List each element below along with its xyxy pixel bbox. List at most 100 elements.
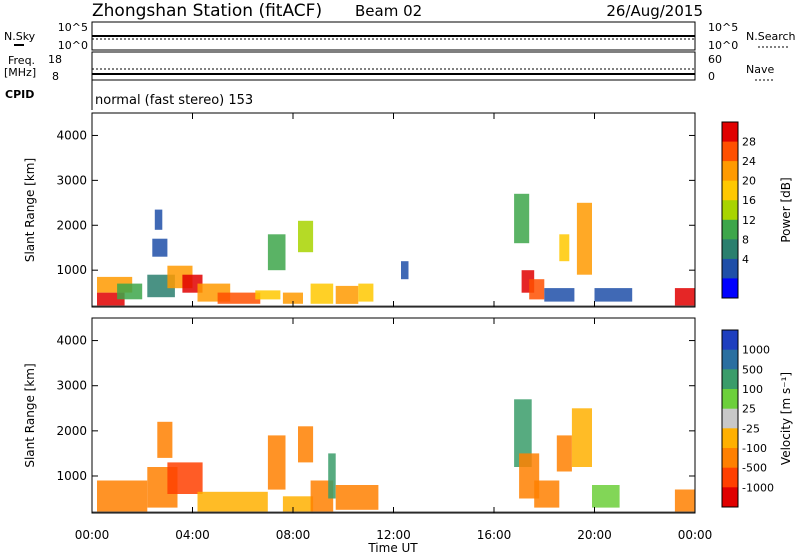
velocity-colorbar-segment: [722, 408, 738, 429]
x-tick-label: 04:00: [175, 528, 210, 542]
x-tick-label: 00:00: [75, 528, 110, 542]
power-echo-cell: [401, 261, 409, 280]
velocity-ytick-label: 2000: [56, 424, 87, 438]
power-colorbar-segment: [722, 200, 738, 221]
power-echo-cell: [217, 292, 261, 304]
power-echo-cell: [182, 274, 203, 293]
power-colorbar-tick: 20: [742, 175, 756, 188]
nsearch-tick-high: 10^5: [708, 21, 738, 34]
power-panel: 4000 3000 2000 1000 Slant Range [km] 28 24 20 16…: [23, 112, 793, 308]
velocity-echo-cell: [282, 496, 314, 513]
power-ytick-label: 4000: [56, 128, 87, 142]
freq-panel: [91, 51, 696, 81]
power-echo-cell: [117, 283, 143, 300]
velocity-echo-cell: [310, 480, 334, 513]
velocity-echo-cell: [571, 408, 592, 467]
velocity-colorbar-tick: -1000: [742, 481, 774, 494]
velocity-panel: 4000 3000 2000 1000 Slant Range [km] 00:00 04:…: [23, 317, 793, 542]
power-echo-cell: [514, 193, 530, 244]
power-colorbar-tick: 12: [742, 214, 756, 227]
velocity-colorbar-segment: [722, 448, 738, 469]
power-echo-cell: [282, 292, 303, 304]
velocity-colorbar-segment: [722, 428, 738, 449]
power-echo-cell: [559, 234, 570, 262]
power-ytick-label: 2000: [56, 218, 87, 232]
velocity-colorbar-tick: 100: [742, 383, 763, 396]
power-echo-cell: [594, 288, 633, 302]
power-colorbar-segment: [722, 258, 738, 279]
nsearch-label: N.Search: [746, 30, 796, 43]
x-axis-label: Time UT: [367, 541, 418, 554]
station-title: Zhongshan Station (fitACF): [92, 1, 322, 21]
velocity-echo-cell: [674, 489, 695, 513]
velocity-colorbar-segment: [722, 349, 738, 370]
velocity-echo-cell: [534, 480, 560, 508]
velocity-colorbar-segment: [722, 487, 738, 508]
velocity-colorbar-segment: [722, 369, 738, 390]
velocity-colorbar-segment: [722, 389, 738, 410]
freq-tick-low: 8: [52, 70, 59, 83]
velocity-echo-cell: [298, 426, 314, 463]
velocity-echo-cell: [519, 453, 540, 499]
nsky-tick-low: 10^0: [58, 39, 88, 52]
velocity-colorbar-tick: -100: [742, 442, 767, 455]
velocity-echo-cell: [556, 435, 572, 472]
freq-tick-high: 18: [48, 53, 62, 66]
power-ytick-label: 1000: [56, 263, 87, 277]
velocity-colorbar-segment: [722, 330, 738, 351]
nave-tick-low: 0: [708, 70, 715, 83]
velocity-ytick-label: 4000: [56, 334, 87, 348]
power-echo-cell: [358, 283, 374, 302]
x-tick-label: 16:00: [477, 528, 512, 542]
nave-label: Nave: [746, 63, 774, 76]
nsearch-tick-low: 10^0: [708, 39, 738, 52]
velocity-echo-cell: [97, 480, 148, 513]
power-echo-cell: [154, 209, 163, 230]
x-tick-label: 20:00: [577, 528, 612, 542]
power-ylabel: Slant Range [km]: [23, 158, 37, 262]
velocity-colorbar-segment: [722, 467, 738, 488]
x-tick-label: 12:00: [376, 528, 411, 542]
power-colorbar-segment: [722, 219, 738, 240]
velocity-echo-cell: [157, 421, 173, 458]
velocity-ytick-label: 3000: [56, 379, 87, 393]
power-echo-cell: [335, 285, 359, 304]
nsky-label: N.Sky: [4, 30, 36, 43]
power-echo-cell: [310, 283, 334, 304]
velocity-echo-cell: [197, 491, 268, 513]
velocity-echo-cell: [167, 462, 203, 494]
power-echo-cell: [529, 279, 545, 300]
velocity-colorbar-tick: -500: [742, 462, 767, 475]
velocity-echo-cell: [267, 435, 286, 490]
velocity-echo-cell: [514, 399, 532, 467]
velocity-ytick-label: 1000: [56, 469, 87, 483]
power-echo-cell: [152, 238, 168, 257]
freq-label-1: Freq.: [8, 54, 35, 67]
power-colorbar-label: Power [dB]: [779, 177, 793, 242]
nsky-tick-high: 10^5: [58, 21, 88, 34]
freq-label-2: [MHz]: [4, 66, 36, 79]
cpid-label: CPID: [5, 88, 34, 101]
velocity-colorbar-frame: [721, 329, 739, 508]
date-label: 26/Aug/2015: [606, 2, 703, 20]
power-colorbar-segment: [722, 239, 738, 260]
power-echo-cell: [576, 202, 592, 275]
velocity-colorbar-tick: -25: [742, 422, 760, 435]
power-ytick-label: 3000: [56, 173, 87, 187]
power-echo-cell: [298, 220, 314, 253]
power-colorbar-frame: [721, 121, 739, 299]
power-echo-cell: [544, 288, 575, 302]
cpid-text: normal (fast stereo) 153: [95, 93, 253, 108]
velocity-echo-cell: [592, 485, 620, 508]
power-colorbar-segment: [722, 180, 738, 201]
velocity-colorbar-tick: 25: [742, 403, 756, 416]
power-colorbar-tick: 8: [742, 233, 749, 246]
velocity-ylabel: Slant Range [km]: [23, 363, 37, 467]
nave-tick-high: 60: [708, 53, 722, 66]
power-colorbar-tick: 4: [742, 253, 749, 266]
power-colorbar-tick: 16: [742, 194, 756, 207]
x-tick-label: 00:00: [678, 528, 713, 542]
power-colorbar-segment: [722, 122, 738, 143]
velocity-colorbar-label: Velocity [m s⁻¹]: [779, 372, 793, 465]
power-colorbar-tick: 28: [742, 136, 756, 149]
